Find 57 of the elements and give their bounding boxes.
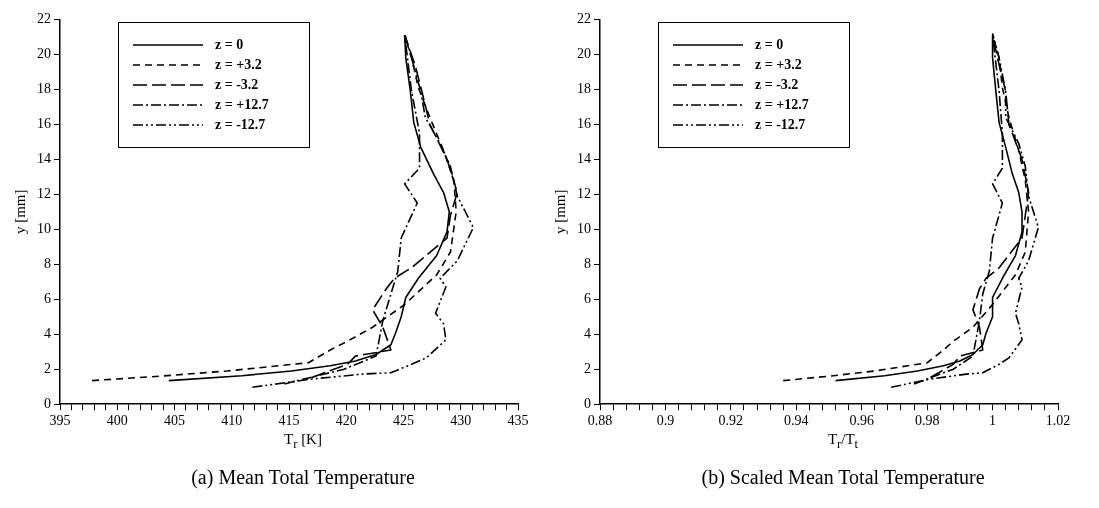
- legend-label: z = +12.7: [755, 97, 809, 113]
- y-axis-title: y [mm]: [11, 189, 28, 235]
- x-tick-label: 400: [106, 413, 128, 429]
- x-tick-label: 0.9: [656, 413, 675, 429]
- text: (a) Mean Total Temperature: [190, 466, 416, 489]
- y-axis-title: y [mm]: [551, 189, 568, 235]
- y-tick-label: 20: [577, 46, 591, 62]
- y-tick-label: 18: [577, 81, 591, 97]
- legend-label: z = -12.7: [755, 117, 806, 133]
- x-axis-title: T$_{r}$ [K]: [283, 431, 323, 452]
- y-tick-label: 12: [37, 185, 51, 201]
- legend-label: z = +12.7: [215, 97, 269, 113]
- y-tick-label: 2: [584, 360, 591, 376]
- legend-label: z = +3.2: [755, 57, 802, 73]
- y-tick-label: 6: [44, 290, 51, 306]
- x-tick-label: 410: [221, 413, 243, 429]
- y-tick-label: 6: [584, 290, 591, 306]
- y-tick-label: 14: [37, 151, 51, 166]
- x-tick-label: 0.98: [914, 413, 940, 429]
- x-tick-label: 0.92: [718, 413, 744, 429]
- x-tick-label: 405: [164, 413, 185, 429]
- y-tick-label: 22: [577, 11, 591, 27]
- y-tick-label: 2: [44, 360, 51, 376]
- x-tick-label: 0.96: [849, 413, 874, 429]
- y-tick-label: 18: [37, 81, 51, 97]
- x-tick-label: 0.94: [784, 413, 809, 429]
- y-tick-label: 12: [577, 185, 591, 201]
- x-axis-title: T$_{r}$/T$_{t}$: [826, 431, 860, 452]
- x-tick-label: 435: [507, 413, 529, 429]
- x-tick-label: 1: [989, 413, 997, 429]
- x-tick-label: 420: [335, 413, 357, 429]
- legend-label: z = 0: [755, 37, 784, 53]
- x-tick-label: 1.02: [1045, 413, 1071, 429]
- legend-label: z = -3.2: [755, 77, 799, 93]
- x-tick-label: 415: [278, 413, 300, 429]
- y-tick-label: 8: [44, 255, 51, 271]
- y-tick-label: 10: [577, 220, 591, 236]
- x-tick-label: 0.88: [587, 413, 613, 429]
- y-tick-label: 16: [37, 116, 51, 132]
- x-tick-label: 425: [393, 413, 414, 429]
- y-tick-label: 0: [44, 395, 51, 411]
- x-tick-label: 395: [49, 413, 71, 429]
- y-tick-label: 4: [44, 325, 51, 341]
- legend-label: z = +3.2: [215, 57, 262, 73]
- text: (b) Scaled Mean Total Temperature: [700, 466, 986, 489]
- y-tick-label: 22: [37, 11, 51, 27]
- y-tick-label: 14: [577, 151, 591, 166]
- y-tick-label: 10: [37, 220, 51, 236]
- y-tick-label: 16: [577, 116, 591, 132]
- y-tick-label: 4: [584, 325, 591, 341]
- x-tick-label: 430: [450, 413, 472, 429]
- legend-label: z = 0: [215, 37, 244, 53]
- legend-label: z = -12.7: [215, 117, 266, 133]
- y-tick-label: 0: [584, 395, 591, 411]
- y-tick-label: 8: [584, 255, 591, 271]
- y-tick-label: 20: [37, 46, 51, 62]
- legend-label: z = -3.2: [215, 77, 259, 93]
